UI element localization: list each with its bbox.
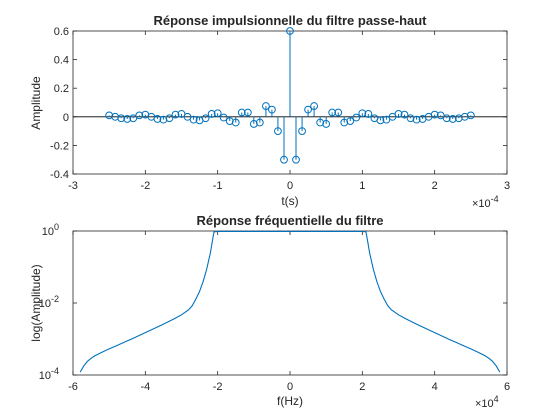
- x-tick-label: -1: [213, 180, 223, 192]
- y-tick-label: 0.4: [54, 55, 69, 67]
- y-tick-label: 0: [63, 112, 69, 124]
- stem-marker: [328, 108, 337, 117]
- y-axis-label: log(Amplitude): [29, 264, 43, 341]
- stem-marker: [460, 112, 469, 121]
- y-axis-label: Amplitude: [29, 76, 43, 130]
- frequency-response-axes: Réponse fréquentielle du filtre f(Hz) lo…: [29, 213, 510, 410]
- stem-marker: [412, 115, 421, 124]
- stem-marker: [322, 120, 331, 128]
- impulse-response-axes: Réponse impulsionnelle du filtre passe-h…: [29, 13, 510, 210]
- stem-marker: [274, 127, 282, 136]
- stem-marker: [430, 110, 439, 119]
- x-tick-label: -3: [68, 180, 78, 192]
- stem-marker: [352, 113, 361, 122]
- stem-marker: [286, 27, 294, 35]
- stem-marker: [262, 102, 270, 110]
- stem-marker: [406, 114, 415, 123]
- stem-marker: [201, 114, 210, 123]
- y-tick-label: 100: [42, 222, 59, 238]
- y-tick-label: -0.2: [50, 140, 69, 152]
- stem-marker: [219, 113, 228, 122]
- stem-marker: [165, 114, 174, 123]
- stem-marker: [310, 102, 318, 110]
- stem-marker: [189, 115, 198, 124]
- x-tick-label: 1: [359, 180, 365, 192]
- y-tick-label: 10-2: [39, 294, 59, 310]
- x-axis-label: t(s): [281, 194, 298, 208]
- stem-marker: [400, 110, 409, 119]
- stem-marker: [129, 114, 138, 123]
- stem-series: [73, 27, 507, 164]
- x-tick-label: -2: [213, 381, 223, 393]
- stem-marker: [280, 155, 288, 164]
- x-axis-exponent: ×10-4: [472, 194, 499, 210]
- y-tick-label: 0.2: [54, 83, 69, 95]
- stem-marker: [231, 118, 240, 127]
- x-tick-label: 3: [504, 180, 510, 192]
- stem-marker: [334, 108, 343, 117]
- stem-marker: [135, 111, 144, 120]
- stem-marker: [442, 114, 451, 123]
- plot-area: [72, 230, 508, 376]
- stem-marker: [448, 115, 457, 123]
- stem-marker: [358, 109, 367, 118]
- y-tick-label: -0.4: [50, 169, 69, 181]
- x-tick-label: 0: [287, 381, 293, 393]
- stem-marker: [225, 117, 234, 125]
- x-tick-label: 6: [504, 381, 510, 393]
- frequency-response-line: [79, 230, 501, 373]
- stem-marker: [105, 111, 114, 120]
- x-tick-label: 4: [432, 381, 438, 393]
- stem-marker: [255, 118, 264, 127]
- stem-marker: [207, 110, 216, 118]
- line-series: [79, 230, 501, 373]
- x-axis-label: f(Hz): [277, 394, 303, 408]
- x-tick-label: 2: [359, 381, 365, 393]
- y-tick-label: 10-4: [39, 366, 59, 382]
- stem-marker: [159, 115, 168, 124]
- chart-title: Réponse impulsionnelle du filtre passe-h…: [153, 13, 427, 28]
- stem-marker: [376, 116, 385, 125]
- stem-marker: [340, 118, 349, 127]
- chart-title: Réponse fréquentielle du filtre: [196, 213, 383, 228]
- stem-marker: [436, 111, 445, 120]
- stem-marker: [213, 109, 222, 118]
- stem-marker: [292, 155, 300, 164]
- stem-marker: [298, 127, 306, 136]
- stem-marker: [304, 105, 312, 114]
- x-axis-exponent: ×104: [475, 394, 499, 410]
- stem-marker: [243, 108, 252, 117]
- x-tick-label: 2: [432, 180, 438, 192]
- stem-marker: [117, 114, 126, 123]
- stem-marker: [183, 112, 192, 121]
- stem-marker: [268, 105, 276, 114]
- stem-marker: [123, 115, 132, 123]
- stem-marker: [171, 110, 180, 119]
- x-tick-label: -2: [140, 180, 150, 192]
- stem-marker: [346, 117, 355, 125]
- x-tick-label: 0: [287, 180, 293, 192]
- stem-marker: [394, 110, 403, 118]
- stem-marker: [364, 110, 373, 118]
- y-tick-label: 0.6: [54, 26, 69, 38]
- stem-marker: [153, 115, 162, 123]
- stem-marker: [237, 108, 246, 117]
- tick-layer: -6 -4 -2 0 2 4 6 10-4 10-2 100: [39, 222, 510, 393]
- stem-marker: [466, 111, 475, 120]
- stem-marker: [316, 118, 325, 127]
- stem-marker: [249, 120, 258, 128]
- x-tick-label: -6: [68, 381, 78, 393]
- x-tick-label: -4: [140, 381, 150, 393]
- stem-marker: [382, 115, 391, 124]
